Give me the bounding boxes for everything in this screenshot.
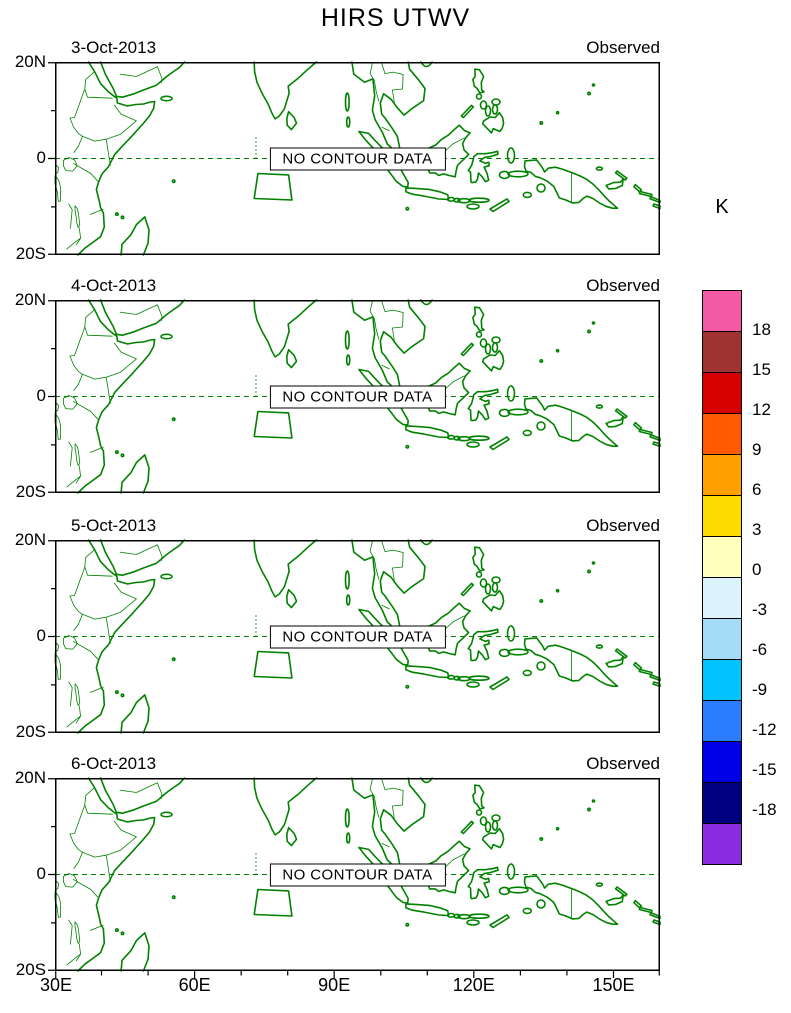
colorbar-tick-label: 18: [752, 320, 771, 339]
colorbar-cell: [702, 659, 742, 701]
y-tick-label: 20S: [15, 482, 46, 501]
y-tick-label: 0: [36, 148, 46, 167]
x-tick-label: 120E: [452, 975, 495, 995]
colorbar-cell: [702, 290, 742, 332]
colorbar-tick-label: 12: [752, 400, 771, 419]
map-panel-3: 5-Oct-2013 Observed NO CONTOUR DATA 20N …: [15, 516, 661, 741]
colorbar-cell: [702, 741, 742, 783]
colorbar-cell: [702, 536, 742, 578]
no-contour-data-box: NO CONTOUR DATA: [269, 863, 446, 886]
colorbar-tick-label: -6: [752, 640, 768, 659]
chart-title: HIRS UTWV: [320, 4, 471, 32]
colorbar-tick-label: 6: [752, 480, 762, 499]
x-axis-labels: 30E 60E 90E 120E 150E: [0, 975, 791, 999]
x-tick-label: 90E: [318, 975, 351, 995]
map-frame: NO CONTOUR DATA 20N 0 20S: [15, 768, 661, 979]
panel-source-label: Observed: [586, 754, 660, 773]
colorbar-cell: [702, 782, 742, 824]
colorbar-cell: [702, 454, 742, 496]
y-tick-label: 0: [36, 386, 46, 405]
no-contour-data-box: NO CONTOUR DATA: [269, 147, 446, 170]
map-frame: NO CONTOUR DATA 20N 0 20S: [15, 52, 661, 263]
panel-date: 3-Oct-2013: [71, 38, 157, 57]
colorbar-tick-label: -18: [752, 800, 777, 819]
map-panel-1: 3-Oct-2013 Observed NO CONTOUR DATA 20N …: [15, 38, 661, 263]
panel-header: 6-Oct-2013 Observed: [55, 754, 660, 778]
y-tick-label: 20N: [14, 530, 46, 549]
colorbar-cell: [702, 700, 742, 742]
no-contour-data-box: NO CONTOUR DATA: [269, 385, 446, 408]
y-tick-label: 0: [36, 626, 46, 645]
colorbar-cell: [702, 618, 742, 660]
y-tick-label: 20N: [14, 290, 46, 309]
y-tick-label: 20S: [15, 244, 46, 263]
colorbar-tick-label: -3: [752, 600, 768, 619]
panel-header: 3-Oct-2013 Observed: [55, 38, 660, 62]
panel-source-label: Observed: [586, 276, 660, 295]
colorbar-tick-label: 9: [752, 440, 762, 459]
colorbar-cells: 18 15 12 9 6 3 0 -3 -6 -9 -12 -15 -18: [702, 290, 791, 865]
panel-source-label: Observed: [586, 38, 660, 57]
panel-date: 6-Oct-2013: [71, 754, 157, 773]
colorbar-tick-label: -12: [752, 720, 777, 739]
panel-date: 5-Oct-2013: [71, 516, 157, 535]
panel-source-label: Observed: [586, 516, 660, 535]
colorbar-cell: [702, 372, 742, 414]
colorbar-tick-label: -15: [752, 760, 777, 779]
x-tick-label: 30E: [39, 975, 73, 995]
colorbar-unit-label: K: [715, 196, 729, 218]
map-panel-4: 6-Oct-2013 Observed NO CONTOUR DATA 20N …: [15, 754, 661, 979]
colorbar-tick-label: -9: [752, 680, 768, 699]
colorbar-tick-label: 15: [752, 360, 771, 379]
map-frame: NO CONTOUR DATA 20N 0 20S: [15, 530, 661, 741]
colorbar-cell: [702, 495, 742, 537]
y-tick-label: 20N: [14, 768, 46, 787]
panel-date: 4-Oct-2013: [71, 276, 157, 295]
colorbar-cell: [702, 331, 742, 373]
panel-header: 5-Oct-2013 Observed: [55, 516, 660, 540]
y-tick-label: 20N: [14, 52, 46, 71]
no-contour-data-box: NO CONTOUR DATA: [269, 625, 446, 648]
colorbar-cell: [702, 823, 742, 865]
x-tick-label: 150E: [592, 975, 635, 995]
colorbar-cell: [702, 413, 742, 455]
colorbar-cell: [702, 577, 742, 619]
y-tick-label: 20S: [15, 960, 46, 979]
colorbar-tick-label: 3: [752, 520, 762, 539]
map-panel-2: 4-Oct-2013 Observed NO CONTOUR DATA 20N …: [15, 276, 661, 501]
y-tick-label: 20S: [15, 722, 46, 741]
panel-header: 4-Oct-2013 Observed: [55, 276, 660, 300]
y-tick-label: 0: [36, 864, 46, 883]
x-tick-label: 60E: [178, 975, 211, 995]
map-frame: NO CONTOUR DATA 20N 0 20S: [15, 290, 661, 501]
colorbar-tick-label: 0: [752, 560, 762, 579]
